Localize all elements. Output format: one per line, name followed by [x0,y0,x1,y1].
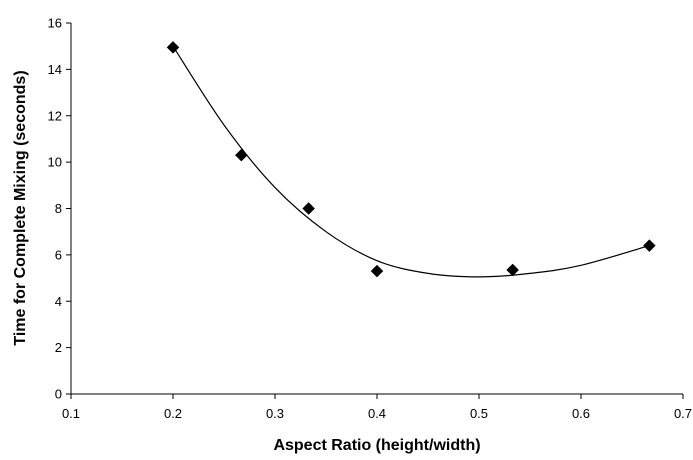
data-point-marker [507,264,519,276]
data-point-marker [643,240,655,252]
data-point-marker [167,41,179,53]
y-tick-label: 4 [55,294,62,309]
trendline [173,46,649,277]
y-axis-ticks: 0 2 4 6 8 10 12 14 16 [48,16,71,402]
x-tick-label: 0.6 [572,406,590,421]
y-axis-title: Time for Complete Mixing (seconds) [12,70,29,345]
y-tick-label: 16 [48,16,62,31]
x-tick-label: 0.3 [266,406,284,421]
x-tick-label: 0.4 [368,406,386,421]
y-tick-label: 6 [55,247,62,262]
data-point-marker [371,265,383,277]
data-point-marker [235,149,247,161]
data-points [167,41,655,277]
y-tick-label: 0 [55,387,62,402]
y-tick-label: 8 [55,201,62,216]
y-tick-label: 10 [48,155,62,170]
x-tick-label: 0.7 [674,406,692,421]
x-axis-ticks: 0.1 0.2 0.3 0.4 0.5 0.6 0.7 [62,394,692,421]
x-tick-label: 0.2 [164,406,182,421]
data-point-marker [303,203,315,215]
y-tick-label: 14 [48,62,62,77]
y-tick-label: 12 [48,108,62,123]
y-tick-label: 2 [55,340,62,355]
x-tick-label: 0.1 [62,406,80,421]
x-axis-title: Aspect Ratio (height/width) [273,437,480,454]
x-tick-label: 0.5 [470,406,488,421]
